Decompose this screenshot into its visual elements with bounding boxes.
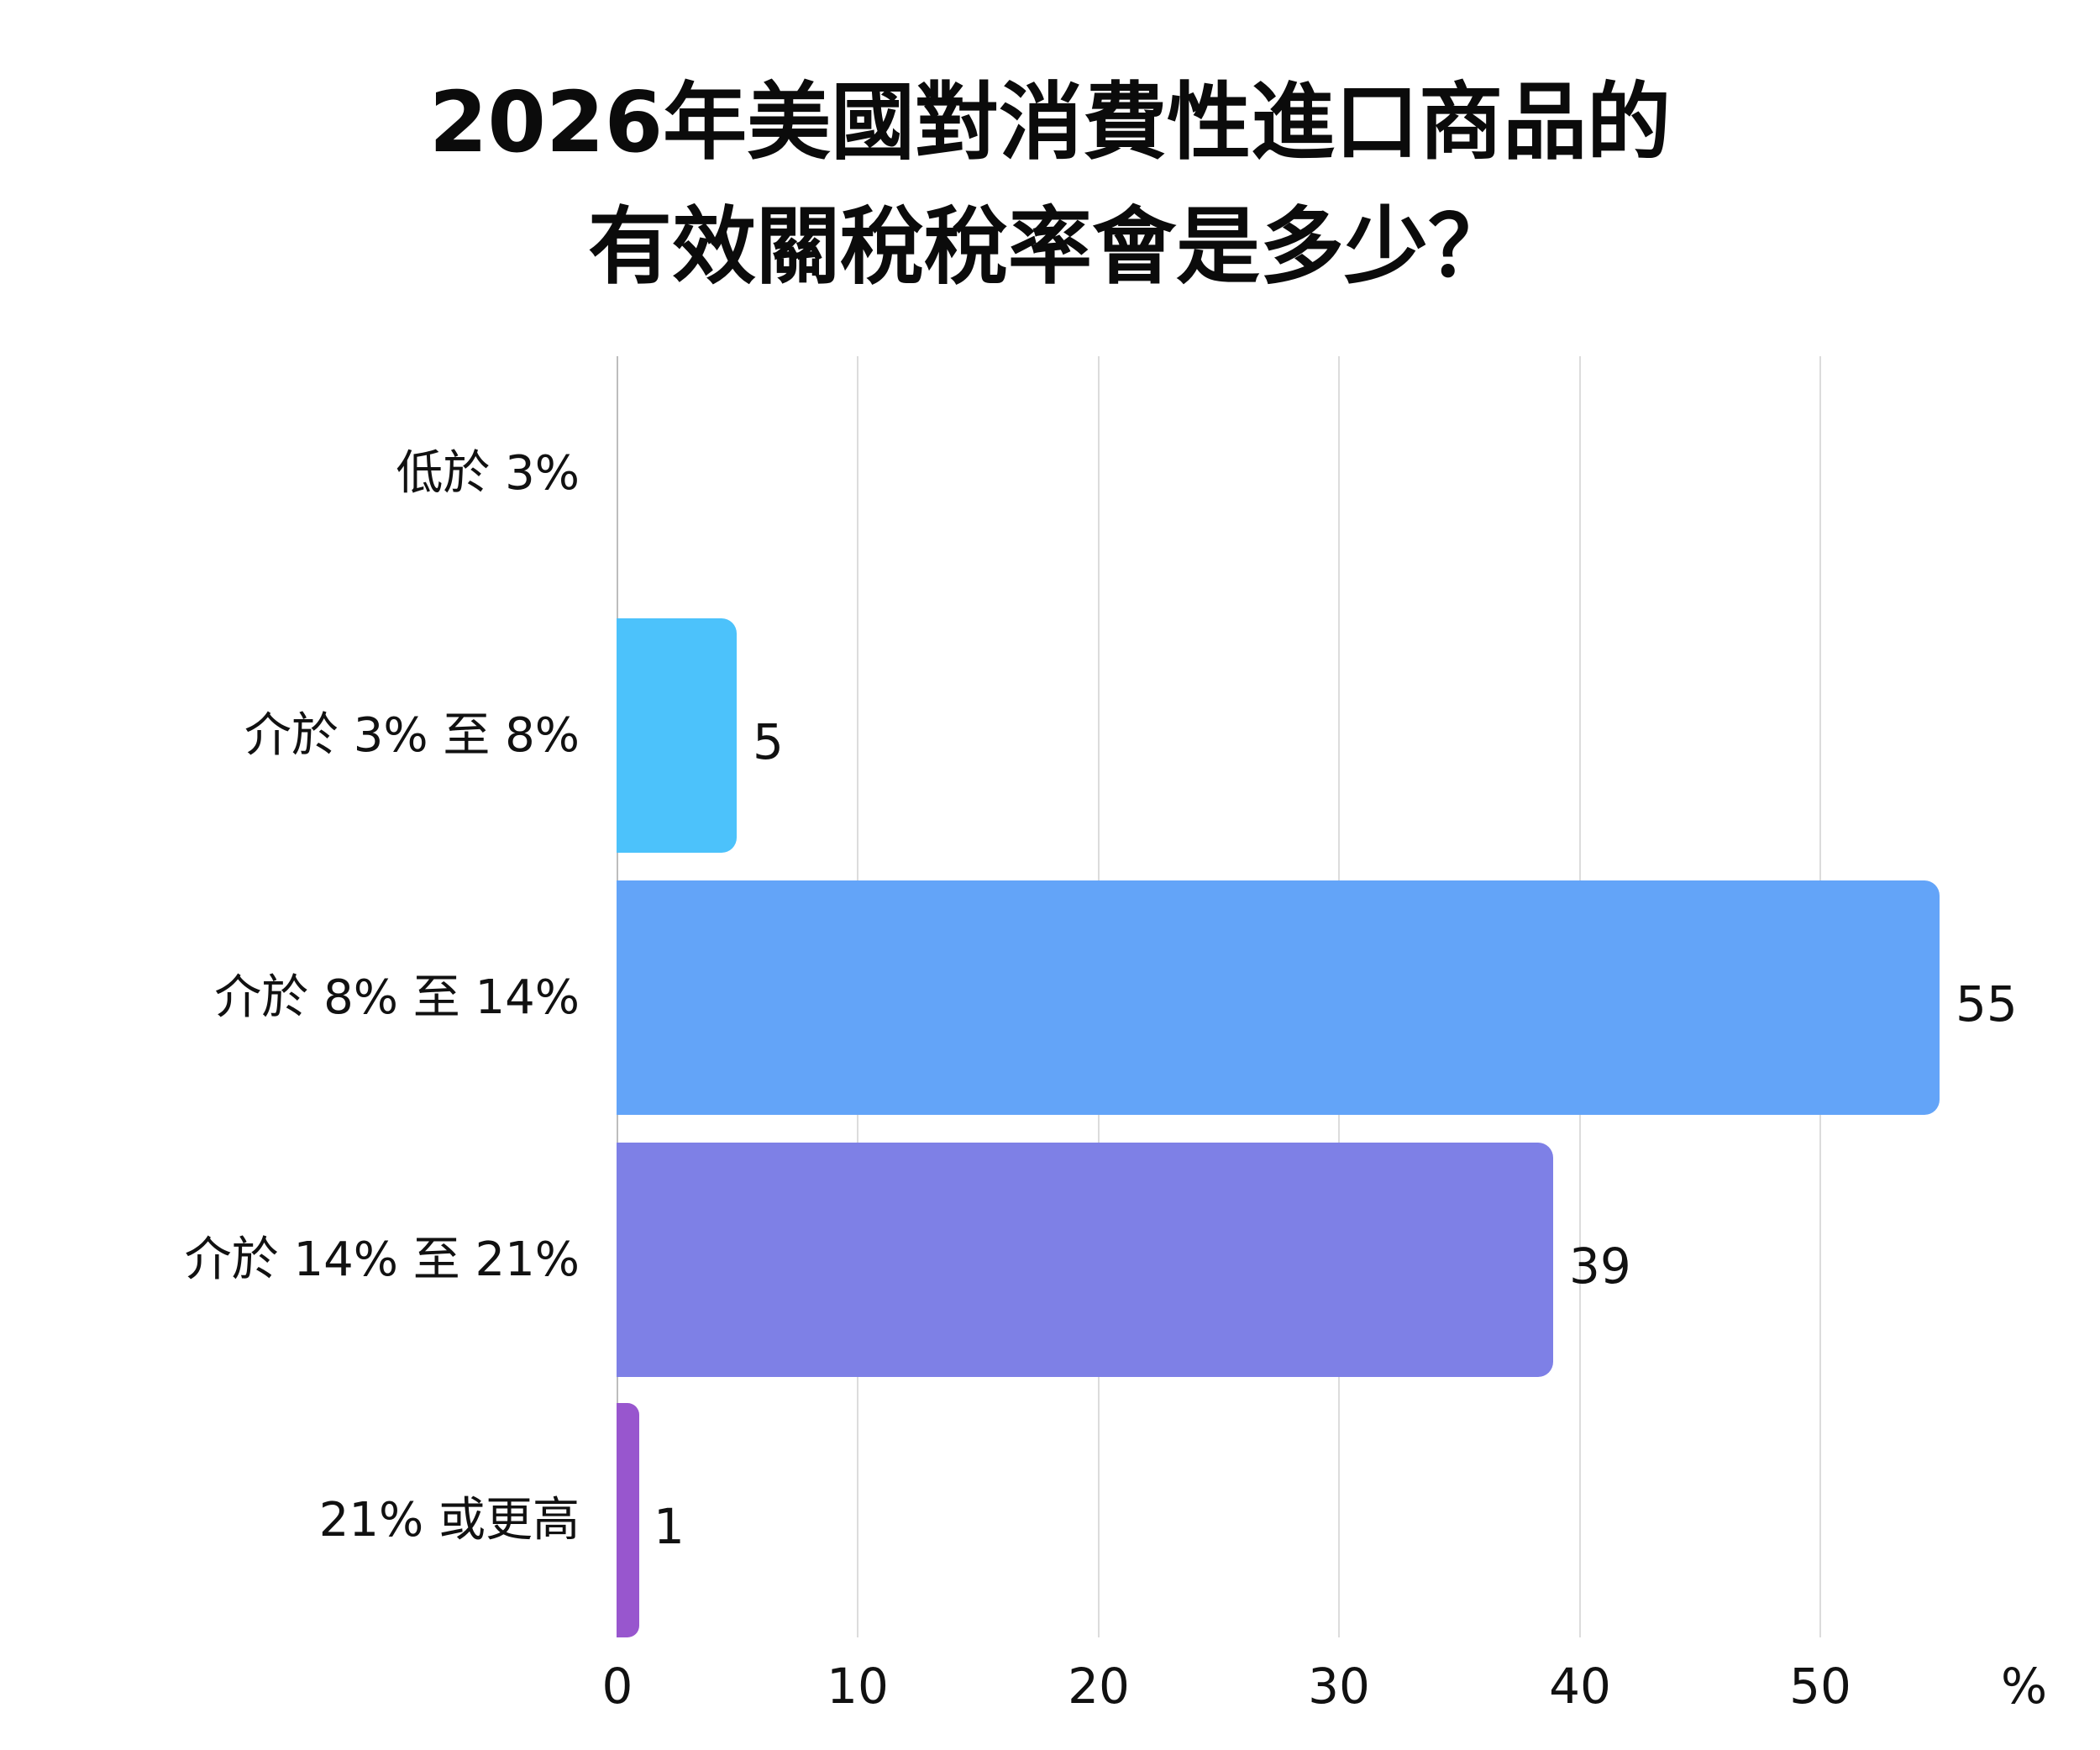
x-axis-unit-label: % [2001,1658,2048,1715]
value-label: 55 [1956,975,2018,1033]
bar-3-to-8 [617,618,737,853]
x-tick-label: 30 [1308,1658,1370,1715]
x-tick-label: 40 [1549,1658,1611,1715]
value-label: 1 [654,1498,685,1555]
chart-title-line-1: 2026年美國對消費性進口商品的 [428,73,1672,171]
plot-area: 5 55 39 1 [617,356,2061,1637]
category-label: 介於 8% 至 14% [214,970,580,1025]
bar-8-to-14 [617,880,1940,1115]
category-label: 21% 或更高 [318,1493,580,1548]
bar-14-to-21 [617,1143,1553,1377]
x-tick-label: 50 [1789,1658,1851,1715]
category-label: 低於 3% [396,446,580,501]
bar-21-or-higher [617,1403,639,1637]
x-tick-label: 0 [601,1658,633,1715]
chart-title: 2026年美國對消費性進口商品的 有效關稅稅率會是多少？ [0,60,2100,309]
x-tick-label: 10 [827,1658,889,1715]
value-label: 5 [753,713,784,770]
category-label: 介於 3% 至 8% [244,708,580,763]
chart-title-line-2: 有效關稅稅率會是多少？ [588,197,1512,296]
value-label: 39 [1569,1238,1631,1295]
x-tick-label: 20 [1068,1658,1130,1715]
category-label: 介於 14% 至 21% [184,1232,580,1287]
